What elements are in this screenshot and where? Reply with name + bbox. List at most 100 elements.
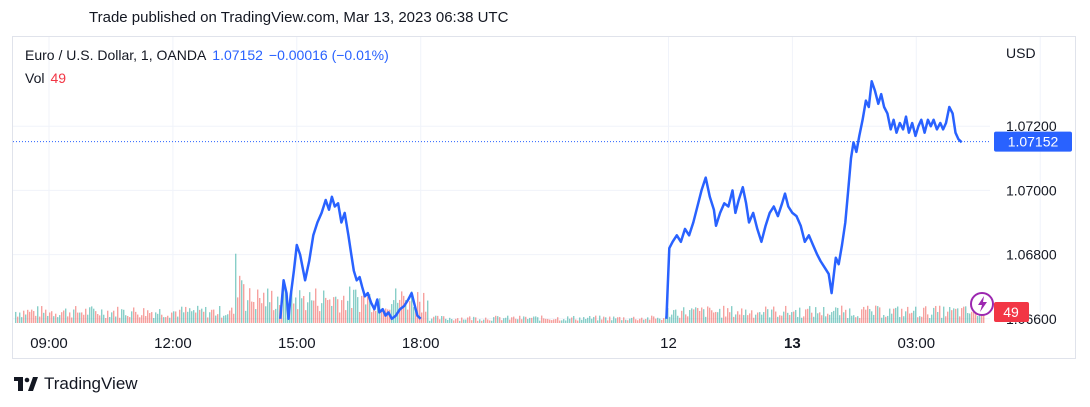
volume-bar <box>925 306 927 323</box>
volume-bar <box>795 309 797 323</box>
volume-bar <box>411 291 413 323</box>
volume-value: 49 <box>50 70 67 86</box>
volume-bar <box>875 305 877 323</box>
volume-bar <box>853 315 855 323</box>
volume-bar <box>507 315 509 323</box>
volume-bar <box>135 311 137 323</box>
tradingview-footer[interactable]: TradingView <box>14 374 138 394</box>
volume-bar <box>39 316 41 323</box>
volume-bar <box>343 295 345 323</box>
volume-bar <box>797 316 799 323</box>
volume-bar <box>859 317 861 323</box>
volume-bar <box>805 309 807 323</box>
symbol-label[interactable]: Euro / U.S. Dollar, 1, OANDA <box>25 47 207 63</box>
volume-bar <box>979 310 981 323</box>
volume-bar <box>81 312 83 323</box>
volume-bar <box>965 306 967 323</box>
volume-bar <box>469 316 471 323</box>
volume-bar <box>711 310 713 323</box>
volume-bar <box>617 317 619 323</box>
volume-bar <box>625 319 627 323</box>
volume-bar <box>491 320 493 323</box>
volume-bar <box>781 315 783 323</box>
volume-bar <box>45 309 47 323</box>
volume-bar <box>567 316 569 323</box>
volume-bar <box>889 308 891 323</box>
volume-bar <box>977 315 979 323</box>
volume-bar <box>435 315 437 323</box>
volume-bar <box>441 316 443 323</box>
volume-bar <box>319 311 321 323</box>
volume-bar <box>663 318 665 323</box>
volume-bar <box>775 311 777 323</box>
volume-bar <box>393 300 395 323</box>
volume-bar <box>539 320 541 323</box>
y-tick-label: 1.07200 <box>1006 118 1057 134</box>
volume-bar <box>865 309 867 323</box>
volume-bar <box>141 315 143 323</box>
volume-bar <box>71 317 73 323</box>
volume-label[interactable]: Vol <box>25 70 45 86</box>
price-line-day1[interactable] <box>279 195 422 321</box>
volume-badge-label: 49 <box>1003 304 1019 320</box>
volume-bar <box>85 308 87 323</box>
volume-bar <box>753 317 755 323</box>
volume-bar <box>619 316 621 323</box>
volume-bar <box>573 315 575 323</box>
volume-bar <box>69 312 71 323</box>
volume-bar <box>471 320 473 323</box>
volume-bar <box>681 310 683 323</box>
price-change-value: −0.00016 (−0.01%) <box>268 47 389 63</box>
volume-bar <box>375 310 377 323</box>
volume-bar <box>937 311 939 323</box>
volume-bar <box>609 316 611 323</box>
volume-bar <box>155 312 157 323</box>
volume-bar <box>901 308 903 323</box>
volume-bar <box>377 299 379 323</box>
volume-bar <box>233 313 235 323</box>
volume-bar <box>321 303 323 323</box>
volume-bar <box>909 313 911 323</box>
volume-bar <box>653 316 655 323</box>
volume-bar <box>41 306 43 323</box>
volume-bar <box>101 309 103 323</box>
price-line-day2[interactable] <box>665 80 963 319</box>
volume-bar <box>721 317 723 323</box>
volume-bar <box>79 312 81 323</box>
volume-bar <box>823 307 825 323</box>
volume-bar <box>739 314 741 323</box>
volume-bar <box>675 309 677 323</box>
volume-bar <box>73 309 75 323</box>
volume-bar <box>255 309 257 323</box>
volume-bar <box>761 314 763 323</box>
volume-bar <box>439 319 441 323</box>
x-tick-label: 12 <box>660 335 677 352</box>
volume-bar <box>841 305 843 323</box>
volume-bar <box>961 308 963 323</box>
volume-bar <box>305 310 307 323</box>
volume-legend: Vol 49 <box>25 70 66 86</box>
volume-bar <box>83 314 85 323</box>
volume-bar <box>553 319 555 323</box>
volume-bar <box>267 288 269 323</box>
volume-bar <box>939 305 941 323</box>
volume-bar <box>545 318 547 323</box>
volume-bar <box>635 319 637 323</box>
volume-bar <box>647 317 649 323</box>
volume-bar <box>325 297 327 323</box>
volume-bar <box>885 316 887 323</box>
volume-bar <box>881 317 883 323</box>
volume-bar <box>811 312 813 323</box>
volume-bar <box>27 309 29 323</box>
volume-bar <box>637 320 639 323</box>
volume-bar <box>873 314 875 323</box>
volume-bar <box>969 313 971 323</box>
volume-bar <box>383 310 385 323</box>
volume-bar <box>807 308 809 323</box>
volume-bar <box>579 317 581 323</box>
volume-bar <box>25 314 27 323</box>
volume-bar <box>547 318 549 323</box>
volume-bar <box>195 312 197 323</box>
volume-bar <box>311 300 313 323</box>
